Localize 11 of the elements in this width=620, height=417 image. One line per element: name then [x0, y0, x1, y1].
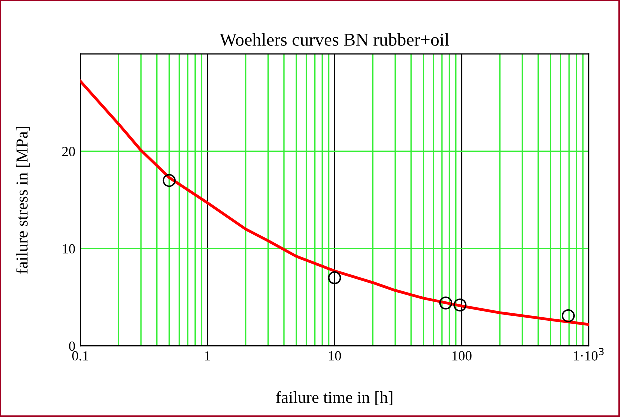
y-axis-title: failure stress in [MPa] — [16, 127, 30, 274]
y-tick-label: 10 — [63, 244, 76, 254]
x-tick-label: 0.1 — [72, 351, 88, 361]
x-axis-title: failure time in [h] — [276, 391, 393, 406]
x-tick-label: 1 — [205, 351, 210, 361]
chart-title: Woehlers curves BN rubber+oil — [220, 33, 450, 46]
y-tick-label: 20 — [62, 147, 76, 156]
x-tick-label: 10 — [329, 351, 342, 361]
y-tick-label: 0 — [69, 342, 76, 352]
x-tick-label: 100 — [452, 351, 472, 361]
x-tick-label: 1·10$^{3}$ — [574, 348, 604, 361]
